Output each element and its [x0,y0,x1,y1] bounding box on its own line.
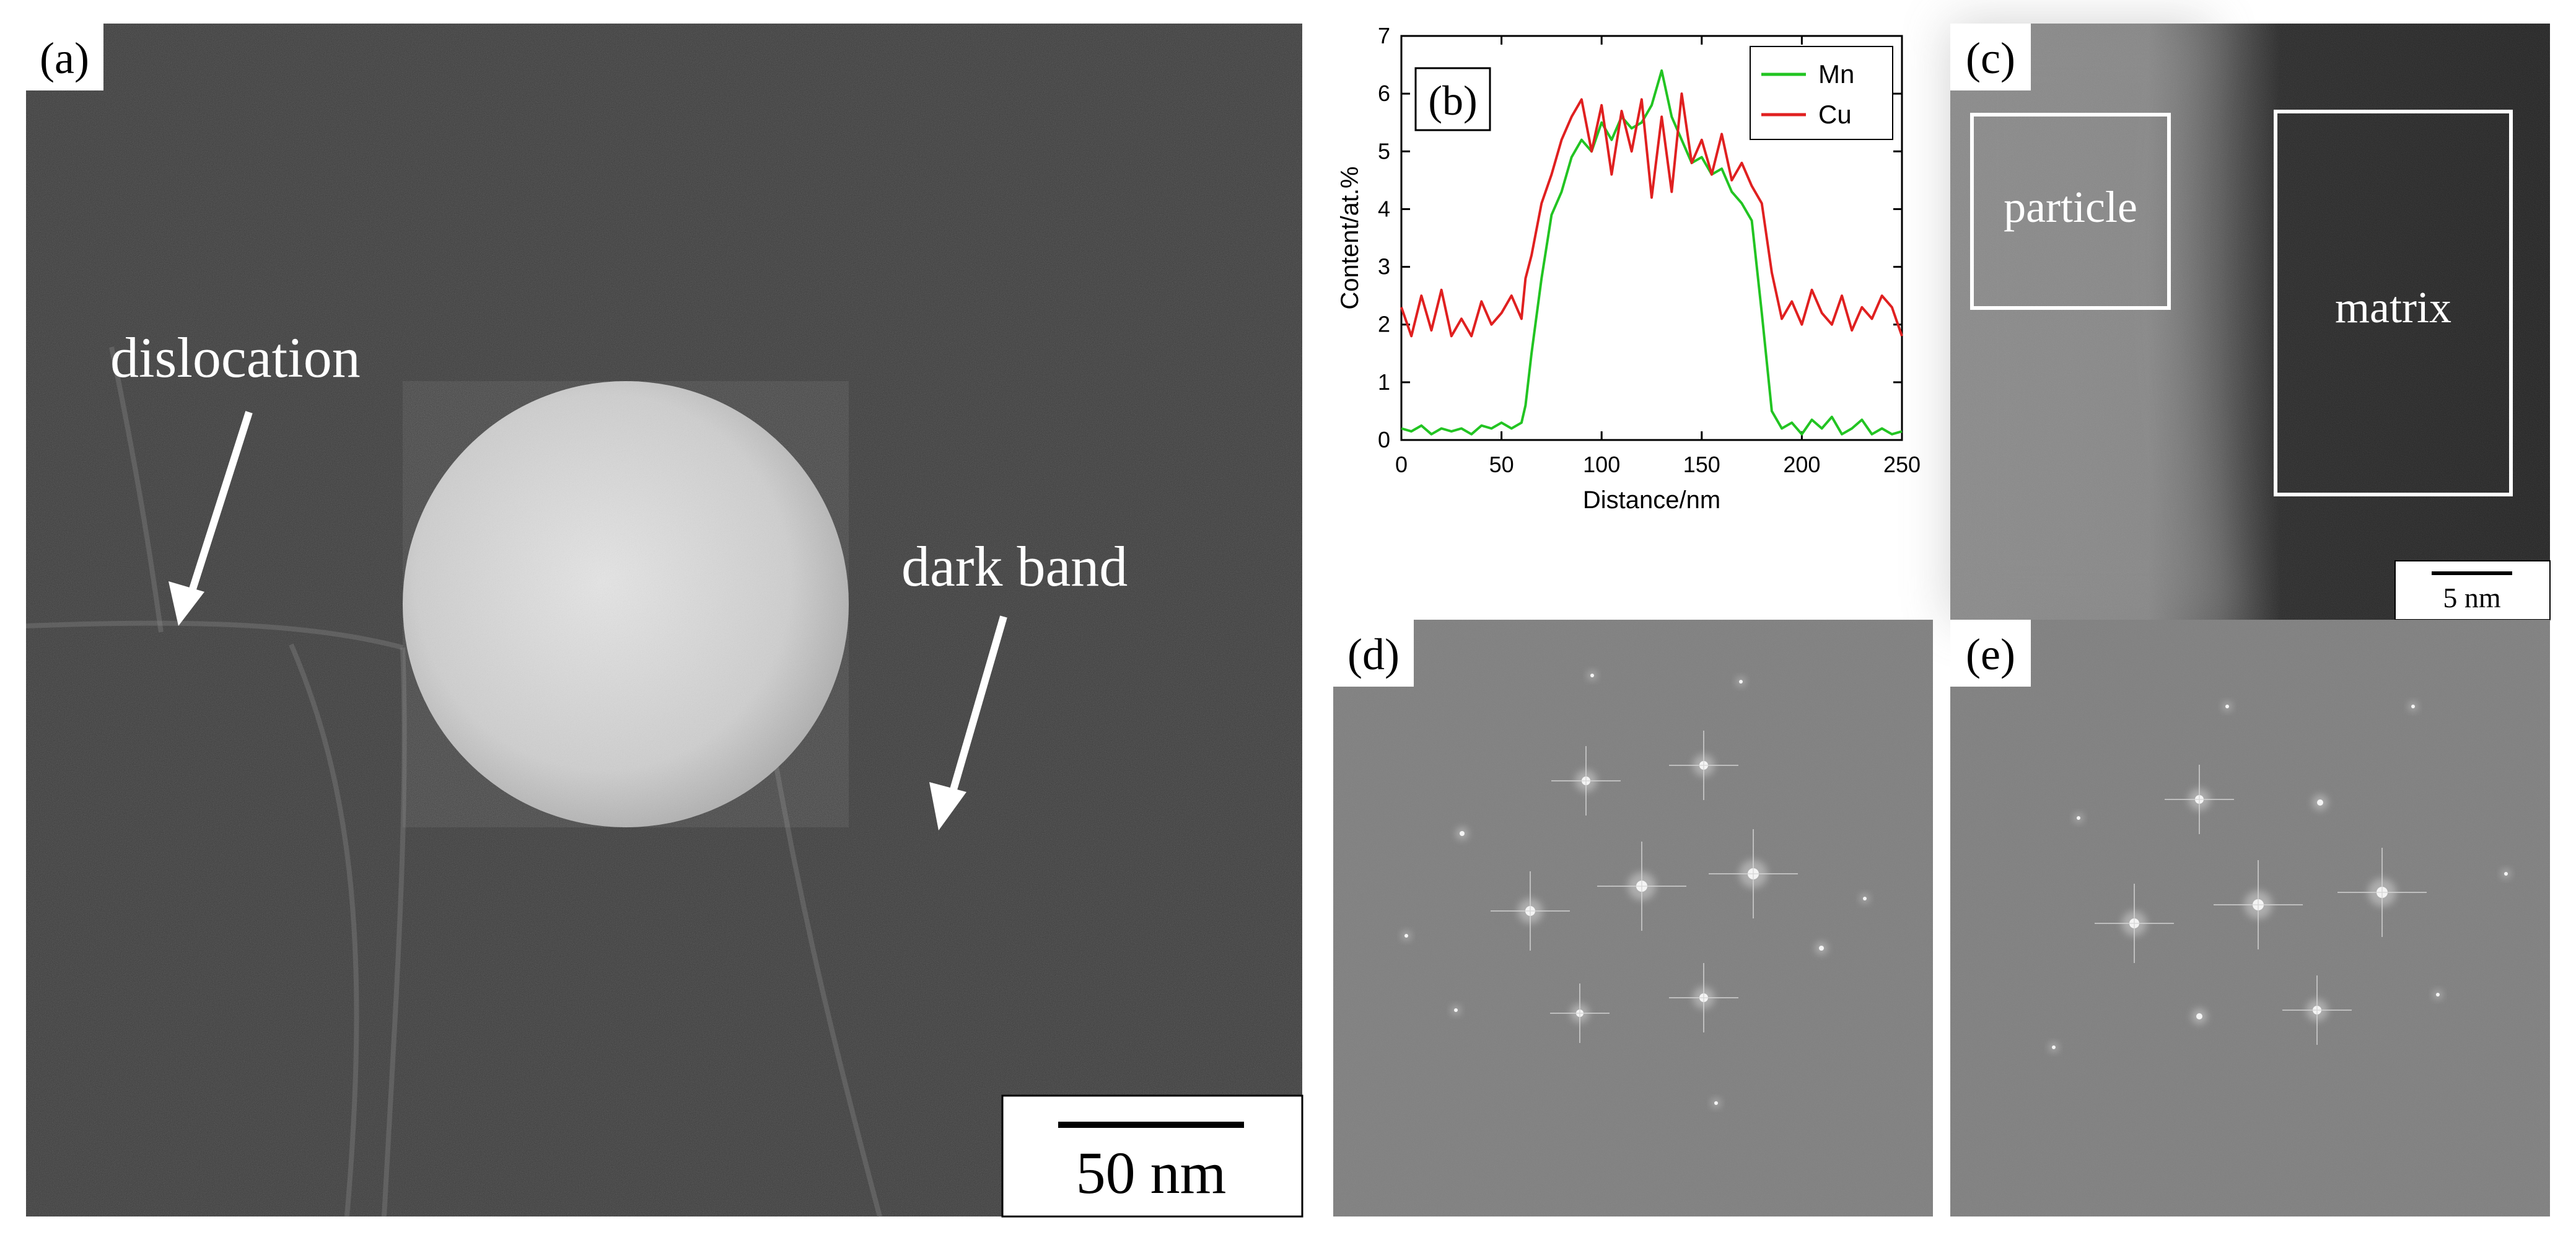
panel-e-noise [1950,620,2550,1216]
panel-b-label: (b) [1428,77,1477,124]
dislocation-lines [25,346,882,1218]
matrix-region-box [2274,110,2513,496]
x-tick-label: 150 [1683,452,1720,477]
dislocation-label: dislocation [110,326,361,389]
dislocation-arrow-head [169,581,204,626]
particle-region-label: particle [2004,182,2137,232]
y-tick-label: 2 [1378,312,1390,337]
fft-spot [1404,934,1408,938]
fft-spot [1590,674,1594,677]
legend-box [1750,46,1893,140]
fft-spot [1739,680,1743,684]
fft-spot [1819,946,1824,951]
x-tick-label: 0 [1395,452,1408,477]
x-tick-label: 200 [1783,452,1820,477]
particle-region-box [1970,113,2171,310]
mn-cu-line-profile-chart: 0 50 100 150 200 250 0 1 2 3 4 5 6 7 Distance/nm Conten… [1336,23,1921,514]
panel-d-label: (d) [1347,630,1400,679]
y-tick-label: 5 [1378,138,1390,164]
x-tick-label: 100 [1583,452,1620,477]
y-tick-label: 1 [1378,369,1390,395]
panel-a-label: (a) [40,33,89,83]
panel-d-fft-spots [1401,671,1870,1108]
x-tick-label: 250 [1883,452,1921,477]
panel-c-noise [1950,24,2550,620]
panel-d-noise [1333,620,1933,1216]
x-tick-label: 50 [1489,452,1514,477]
panel-e-label-box [1950,620,2031,687]
legend-label-mn: Mn [1818,59,1854,89]
panel-e-fft-spots [2049,702,2511,1052]
panel-c-scale-text: 5 nm [2443,582,2501,614]
fft-spot [2196,1013,2202,1019]
panel-c-label: (c) [1966,33,2015,83]
panel-e-label: (e) [1966,630,2015,679]
x-axis-label: Distance/nm [1583,486,1720,514]
panel-c-scale-box [2394,560,2551,620]
panel-a-scale-box [1001,1094,1303,1218]
panel-d: (d) [1333,620,1933,1216]
panel-b-label-box [1414,67,1491,131]
fft-spot [2077,816,2080,820]
y-tick-label: 6 [1378,81,1390,106]
panel-a-label-box [26,24,103,90]
panel-d-label-box [1333,620,1414,687]
matrix-region-label: matrix [2335,283,2451,332]
panel-a-scale-text: 50 nm [1076,1140,1227,1206]
panel-c: (c) particle matrix 5 nm [1950,24,2551,620]
dark-band-arrow-shaft [944,615,1007,810]
y-axis-label: Content/at.% [1336,166,1364,309]
fft-spot [2411,705,2415,708]
dark-band-arrow-head [929,782,966,830]
fft-spot [2504,872,2508,876]
dark-band-label: dark band [901,535,1128,598]
y-tick-label: 4 [1378,196,1390,221]
fft-spot [2225,705,2229,708]
fft-spot [2436,993,2440,996]
fft-spot [1460,831,1465,836]
particle-noise [403,381,849,827]
fft-spot [2317,799,2323,806]
fft-spot [1714,1101,1718,1105]
fft-spot [1863,897,1867,900]
panel-e: (e) [1950,620,2550,1216]
y-tick-label: 3 [1378,254,1390,279]
fft-spot [2052,1045,2056,1049]
fft-spot [1454,1008,1458,1012]
series-line-mn [1401,69,1903,436]
dislocation-arrow-shaft [182,411,253,612]
panel-b: 0 50 100 150 200 250 0 1 2 3 4 5 6 7 Distance/nm Conten… [1336,23,1921,514]
panel-c-label-box [1950,24,2031,90]
y-tick-label: 0 [1378,427,1390,452]
legend-label-cu: Cu [1818,100,1852,129]
y-tick-label: 7 [1378,23,1390,48]
series-line-cu [1400,92,1903,338]
panel-a: (a) dislocation dark band 50 nm [25,24,1303,1218]
